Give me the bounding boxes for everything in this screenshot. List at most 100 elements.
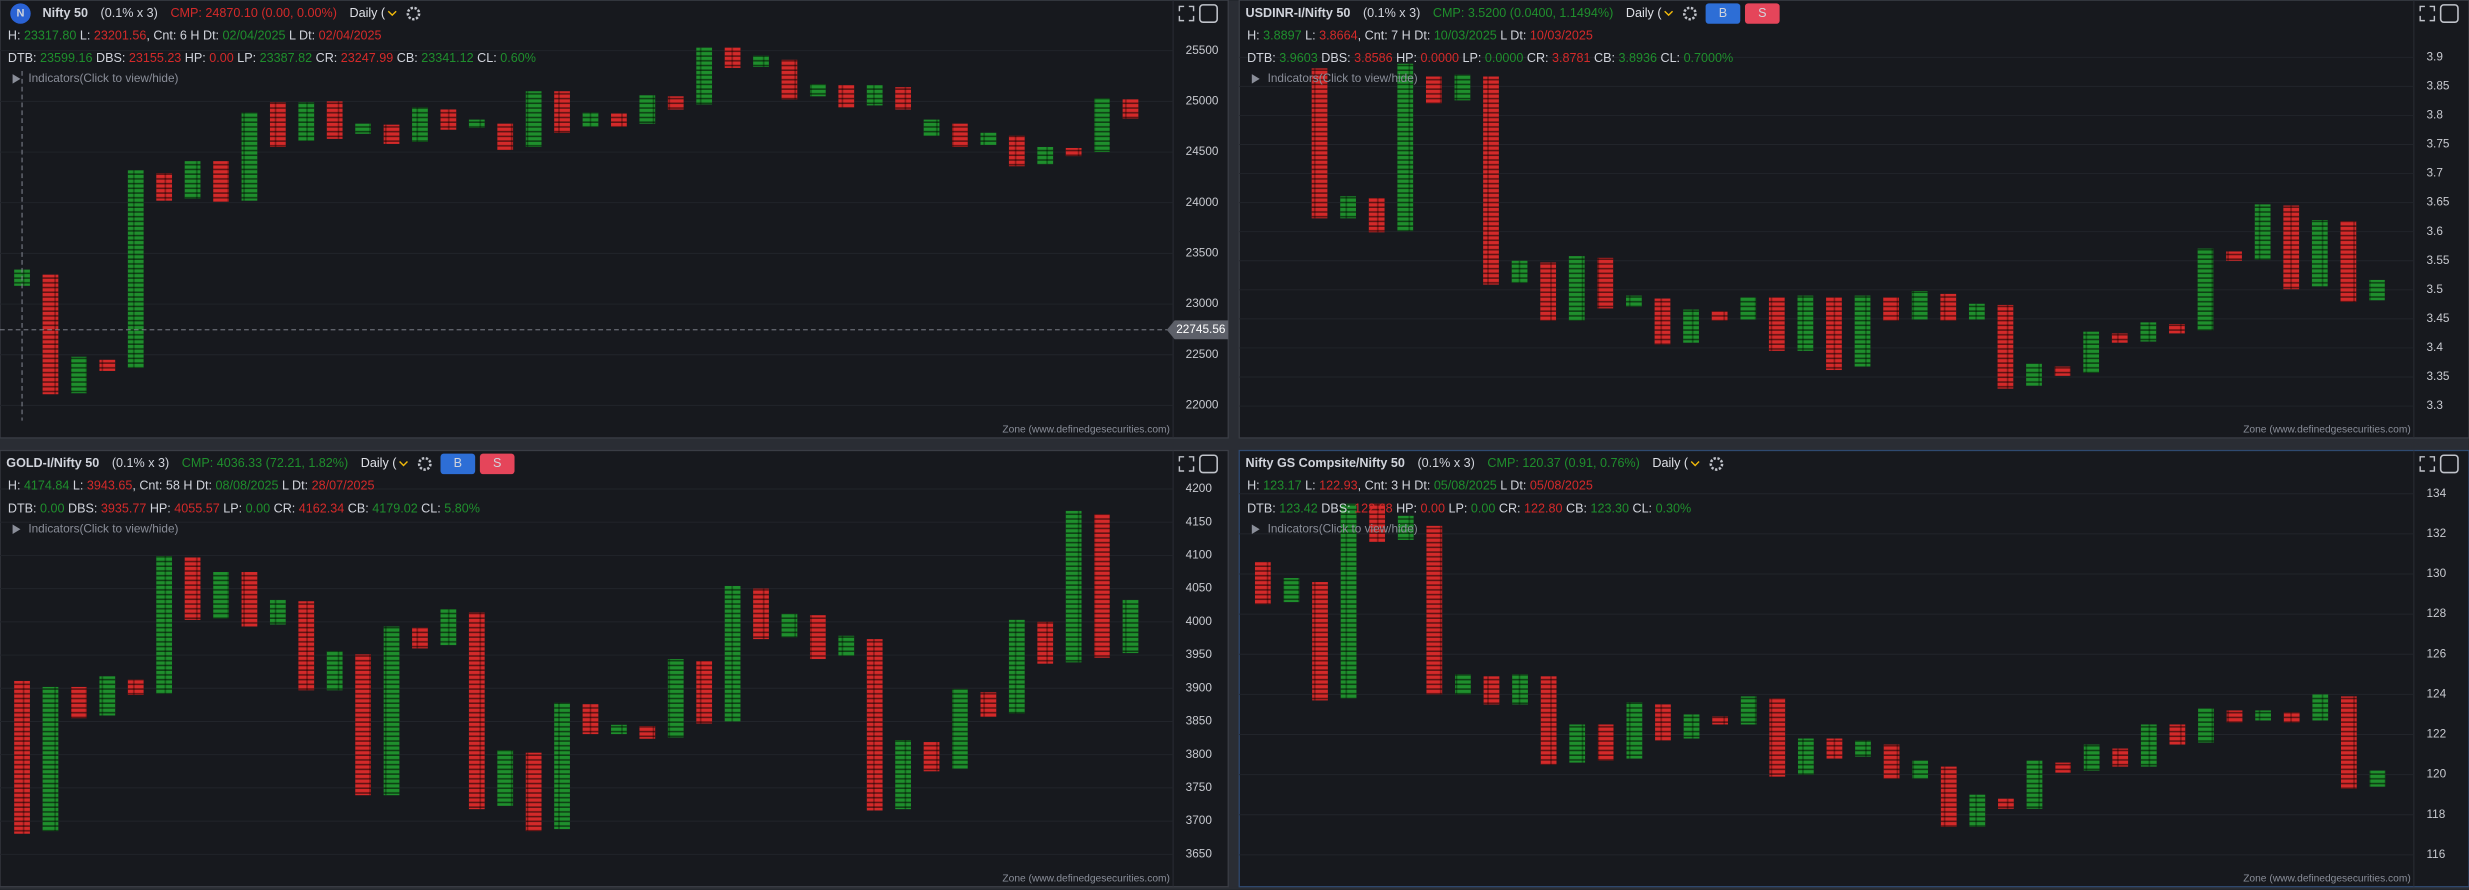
close-icon[interactable] [1199, 454, 1218, 474]
column-texture [1768, 297, 1785, 351]
info-segment: 3.8897 [1263, 29, 1301, 43]
cmp: CMP: 120.37 (0.91, 0.76%) [1487, 456, 1639, 470]
y-tick-label: 132 [2426, 526, 2446, 540]
panel [0, 0, 1229, 439]
column-texture [525, 752, 542, 832]
info-segment: 4174.84 [24, 479, 69, 493]
expand-icon[interactable] [1178, 456, 1195, 472]
indicator-arrow[interactable] [12, 524, 21, 534]
footer: Zone (www.definedgesecurities.com) [2243, 874, 2411, 885]
buy-button[interactable] [1705, 3, 1741, 24]
close-icon[interactable] [2439, 4, 2459, 24]
column-texture [2054, 366, 2071, 376]
info-segment: CR: [270, 502, 299, 516]
column-texture [781, 59, 798, 100]
column-texture [1008, 619, 1025, 714]
y-tick-label: 25500 [1186, 43, 1219, 57]
column-texture [980, 692, 997, 717]
column-texture [1540, 262, 1557, 321]
interval-selector[interactable]: Daily ( [361, 456, 397, 470]
indicators-toggle[interactable]: Indicators(Click to view/hide) [28, 521, 178, 535]
y-tick-label: 3700 [1186, 813, 1213, 827]
column-texture [2283, 205, 2300, 290]
close-icon[interactable] [1199, 4, 1218, 24]
column-texture [326, 101, 343, 139]
interval-selector[interactable]: Daily ( [1652, 456, 1688, 470]
column-texture [14, 680, 30, 834]
info-segment: 122.93 [1319, 479, 1357, 493]
indicators-toggle[interactable]: Indicators(Click to view/hide) [28, 71, 178, 85]
settings-icon[interactable] [417, 456, 432, 471]
column-texture [1511, 260, 1528, 283]
column-texture [724, 585, 741, 722]
info-segment: LP: [234, 52, 260, 66]
column-texture [412, 107, 428, 142]
cmp: CMP: 3.5200 (0.0400, 1.1494%) [1433, 6, 1613, 20]
expand-icon[interactable] [2419, 456, 2436, 472]
column-texture [1340, 196, 1356, 219]
info-segment: , Cnt: 6 H Dt: [146, 29, 222, 43]
column-texture [383, 124, 400, 144]
column-texture [1997, 304, 2014, 389]
cmp: CMP: 4036.33 (72.21, 1.82%) [182, 456, 348, 470]
sell-button[interactable] [1744, 3, 1780, 24]
info-segment: 02/04/2025 [223, 29, 286, 43]
indicator-arrow[interactable] [12, 74, 21, 84]
column-texture [1369, 503, 1386, 542]
column-texture [440, 609, 457, 646]
dropdown-icon [1664, 10, 1674, 17]
crosshair-label: 22745.56 [1176, 322, 1226, 336]
info-segment: L: [76, 29, 93, 43]
column-texture [1597, 257, 1614, 309]
column-texture [1311, 68, 1328, 219]
interval-selector[interactable]: Daily ( [349, 6, 385, 20]
indicator-arrow[interactable] [1251, 524, 1260, 534]
y-tick-label: 3.7 [2426, 166, 2442, 180]
info-segment: 3.8781 [1552, 52, 1590, 66]
expand-icon[interactable] [2419, 5, 2436, 22]
indicators-toggle[interactable]: Indicators(Click to view/hide) [1268, 521, 1418, 535]
column-texture [1426, 525, 1443, 695]
info-segment: CL: [418, 502, 445, 516]
footer: Zone (www.definedgesecurities.com) [2243, 425, 2411, 436]
close-icon[interactable] [2439, 454, 2459, 474]
y-tick-label: 24500 [1186, 144, 1219, 158]
interval-selector[interactable]: Daily ( [1626, 6, 1662, 20]
column-texture [895, 740, 911, 810]
column-texture [639, 95, 656, 124]
info-segment: 0.30% [1656, 502, 1692, 516]
info-segment: CL: [1657, 52, 1684, 66]
sell-button[interactable] [479, 453, 515, 475]
badge: N [16, 7, 24, 19]
info-segment: CL: [474, 52, 501, 66]
info-segment: H: [8, 29, 24, 43]
column-texture [1683, 309, 1699, 343]
column-texture [355, 654, 371, 796]
indicator-arrow[interactable] [1251, 74, 1260, 84]
column-texture [611, 113, 627, 127]
info-segment: , Cnt: 7 H Dt: [1358, 29, 1434, 43]
column-texture [554, 702, 570, 830]
info-segment: DTB: [1247, 52, 1279, 66]
expand-icon[interactable] [1178, 5, 1195, 22]
chart-title: Nifty 50 [43, 6, 88, 20]
y-tick-label: 3.75 [2426, 137, 2449, 151]
indicators-toggle[interactable]: Indicators(Click to view/hide) [1268, 71, 1418, 85]
column-texture [71, 686, 87, 719]
info-segment: 23247.99 [341, 52, 393, 66]
buy-button[interactable] [440, 453, 476, 475]
y-tick-label: 3.9 [2426, 49, 2442, 63]
settings-icon[interactable] [1682, 6, 1697, 21]
crosshair-label-box [1166, 320, 1229, 340]
info-line: DTB: 3.9603 DBS: 3.8586 HP: 0.0000 LP: 0… [1247, 52, 1733, 66]
info-line: H: 123.17 L: 122.93, Cnt: 3 H Dt: 05/08/… [1247, 479, 1593, 493]
info-segment: LP: [1445, 502, 1471, 516]
settings-icon[interactable] [406, 6, 421, 21]
info-segment: DTB: [1247, 502, 1279, 516]
box-params: (0.1% x 3) [1417, 456, 1474, 470]
settings-icon[interactable] [1709, 456, 1724, 471]
y-tick-label: 22000 [1186, 398, 1219, 412]
column-texture [1368, 197, 1385, 233]
info-segment: HP: [1393, 52, 1421, 66]
